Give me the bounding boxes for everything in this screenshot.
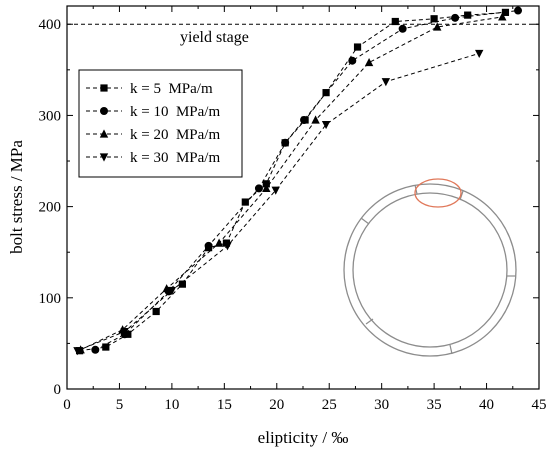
data-point bbox=[451, 13, 460, 22]
data-point bbox=[73, 347, 82, 356]
legend-marker bbox=[100, 84, 108, 92]
data-point bbox=[300, 115, 309, 124]
legend-marker bbox=[99, 153, 109, 162]
legend: k = 5 MPa/m k = 10 MPa/m k = 20 MPa/m k = 3… bbox=[78, 69, 243, 178]
yield-stage-label: yield stage bbox=[180, 29, 249, 46]
y-tick-label: 400 bbox=[39, 17, 62, 33]
data-point bbox=[321, 120, 331, 130]
legend-entry: k = 30 MPa/m bbox=[86, 150, 220, 166]
x-tick-label: 40 bbox=[479, 397, 494, 413]
data-point bbox=[178, 280, 186, 288]
data-point bbox=[353, 43, 362, 51]
x-tick-label: 45 bbox=[532, 397, 547, 413]
x-tick-label: 0 bbox=[63, 397, 71, 413]
x-tick-label: 25 bbox=[322, 397, 337, 413]
data-point bbox=[391, 17, 399, 26]
legend-marker bbox=[99, 129, 109, 138]
series-group bbox=[73, 6, 523, 356]
plot-frame bbox=[66, 5, 540, 390]
data-point bbox=[311, 115, 320, 124]
legend-label: k = 30 MPa/m bbox=[130, 150, 220, 166]
y-tick-label: 100 bbox=[39, 291, 62, 307]
series-4 bbox=[73, 49, 484, 356]
series-line bbox=[95, 10, 519, 351]
x-tick-label: 35 bbox=[427, 397, 442, 413]
data-point bbox=[152, 307, 160, 316]
x-axis-label: elipticity / ‰ bbox=[258, 428, 349, 447]
data-point bbox=[120, 327, 129, 337]
series-line bbox=[79, 11, 506, 352]
data-point bbox=[204, 241, 213, 250]
data-point bbox=[498, 12, 507, 21]
series-line bbox=[77, 52, 480, 352]
data-point bbox=[91, 345, 100, 354]
y-tick-label: 0 bbox=[54, 382, 62, 398]
data-point bbox=[271, 186, 280, 195]
x-tick-label: 20 bbox=[269, 397, 284, 413]
data-point bbox=[348, 56, 357, 65]
data-point bbox=[464, 11, 472, 19]
data-point bbox=[364, 57, 374, 67]
y-tick-label: 300 bbox=[39, 108, 62, 124]
data-point bbox=[223, 242, 232, 251]
data-point bbox=[214, 238, 224, 247]
data-point bbox=[241, 198, 249, 206]
data-point bbox=[430, 15, 438, 23]
data-point bbox=[102, 343, 110, 351]
data-point bbox=[514, 6, 523, 15]
data-point bbox=[322, 89, 330, 97]
legend-entry: k = 5 MPa/m bbox=[86, 81, 213, 97]
x-tick-label: 10 bbox=[164, 397, 179, 413]
y-tick-label: 200 bbox=[39, 200, 62, 216]
series-1 bbox=[75, 8, 510, 355]
data-point bbox=[254, 184, 263, 193]
legend-entry: k = 20 MPa/m bbox=[86, 127, 220, 143]
legend-label: k = 20 MPa/m bbox=[130, 127, 220, 143]
data-point bbox=[475, 49, 484, 59]
y-axis-label: bolt stress / MPa bbox=[7, 140, 26, 254]
data-point bbox=[262, 183, 271, 192]
legend-label: k = 10 MPa/m bbox=[130, 104, 220, 120]
x-tick-label: 30 bbox=[374, 397, 389, 413]
series-line bbox=[80, 16, 503, 351]
data-point bbox=[281, 138, 290, 147]
highlight-ellipse bbox=[414, 178, 462, 208]
data-point bbox=[381, 78, 391, 87]
data-point bbox=[167, 286, 177, 296]
legend-marker bbox=[100, 107, 108, 115]
legend-entry: k = 10 MPa/m bbox=[86, 104, 220, 120]
x-tick-label: 5 bbox=[116, 397, 124, 413]
data-point bbox=[433, 22, 442, 31]
data-point bbox=[398, 24, 407, 33]
series-2 bbox=[91, 6, 523, 354]
data-point bbox=[162, 284, 171, 293]
tunnel-ring-illustration bbox=[343, 178, 517, 357]
x-tick-label: 15 bbox=[217, 397, 232, 413]
legend-label: k = 5 MPa/m bbox=[130, 81, 213, 97]
series-3 bbox=[76, 12, 507, 354]
axis-ticks: 0 5 10 15 20 25 30 35 40 45 0 100 200 300 400 bbox=[39, 6, 547, 413]
